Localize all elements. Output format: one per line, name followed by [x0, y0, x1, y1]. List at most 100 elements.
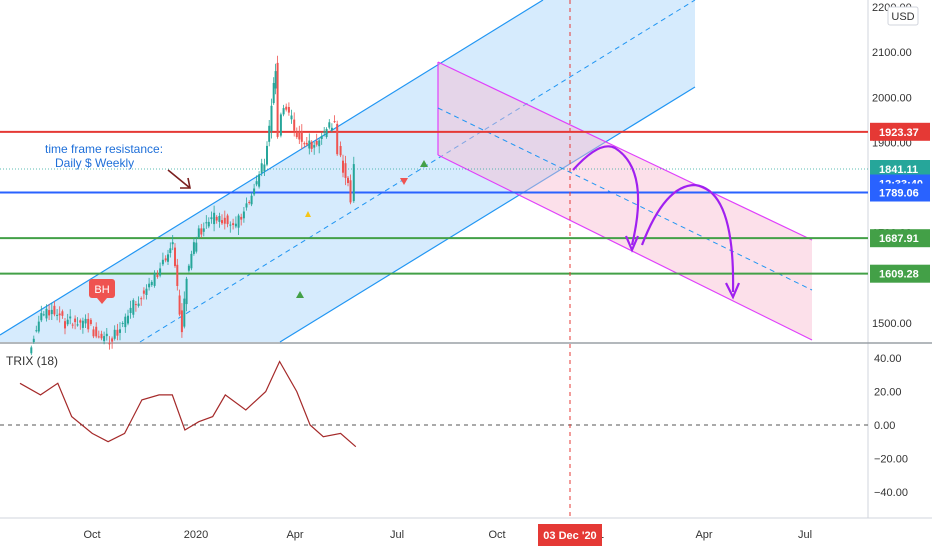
trix-axis-tick-label: 20.00: [874, 387, 902, 399]
candle-body: [89, 319, 92, 324]
price-tag-label: 1687.91: [879, 233, 919, 245]
trix-axis-tick-label: 40.00: [874, 353, 902, 365]
candle-body: [92, 329, 95, 337]
price-candles: [30, 55, 355, 356]
descending-channel-lower[interactable]: [437, 154, 813, 341]
projection-arc-1-arrowhead: [624, 235, 640, 253]
trix-axis-tick-label: −20.00: [874, 453, 908, 465]
ascending-channel[interactable]: [0, 0, 696, 343]
price-tag: [870, 264, 930, 283]
candle-body: [215, 216, 218, 221]
candle-body: [339, 146, 342, 156]
candle-body: [105, 333, 108, 337]
candle-body: [272, 83, 275, 104]
candle-body: [66, 319, 69, 325]
star-marker-icon: [305, 211, 311, 217]
candle-body: [260, 163, 263, 173]
horizontal-levels[interactable]: [0, 130, 868, 275]
time-axis-tick-label: Oct: [83, 529, 100, 541]
candle-body: [218, 216, 221, 222]
candle-body: [195, 242, 198, 252]
price-tag-label: 1789.06: [879, 188, 919, 200]
candle-body: [153, 273, 156, 286]
candle-body: [53, 305, 56, 315]
candle-body: [290, 115, 293, 120]
price-tags: 1923.371841.1112:33:401789.061687.911609…: [870, 122, 930, 283]
time-axis-tick-label: Apr: [286, 529, 303, 541]
candle-body: [303, 143, 306, 145]
candle-body: [282, 108, 285, 115]
candle-body: [121, 323, 124, 324]
bh-badge-label: BH: [94, 284, 109, 296]
candle-body: [318, 140, 321, 147]
trix-axis-tick-label: −40.00: [874, 487, 908, 499]
candle-body: [205, 222, 208, 224]
candle-body: [240, 216, 243, 220]
candle-body: [328, 122, 331, 128]
candle-body: [113, 329, 116, 339]
descending-channel-upper[interactable]: [437, 61, 813, 241]
candle-body: [150, 281, 153, 286]
candle-body: [129, 307, 132, 313]
candle-body: [100, 333, 103, 339]
ascending-channel-lower[interactable]: [279, 86, 696, 343]
candle-body: [164, 258, 167, 261]
projection-arrows[interactable]: [572, 145, 741, 300]
price-tag-label: 1923.37: [879, 127, 919, 139]
candle-body: [285, 106, 288, 110]
candle-body: [255, 181, 258, 185]
candle-body: [270, 105, 273, 132]
candle-body: [310, 141, 313, 149]
candle-body: [124, 316, 127, 328]
trix-label: TRIX (18): [6, 354, 58, 368]
time-axis-tick-label: Oct: [488, 529, 505, 541]
price-tag: [870, 122, 930, 141]
annotation-line-2[interactable]: Daily $ Weekly: [55, 156, 134, 170]
candle-body: [323, 131, 326, 133]
candle-body: [213, 212, 216, 225]
candle-body: [119, 329, 121, 333]
ascending-channel-upper[interactable]: [0, 0, 544, 336]
candle-body: [330, 127, 333, 131]
candle-body: [58, 313, 61, 316]
up-marker-icon: [420, 160, 428, 167]
bh-badge[interactable]: BH: [89, 279, 115, 304]
candle-body: [45, 308, 48, 319]
candle-body: [132, 300, 135, 315]
candle-body: [171, 242, 174, 245]
currency-button[interactable]: USD: [887, 6, 919, 26]
candle-body: [183, 298, 186, 327]
candle-body: [349, 180, 352, 203]
ascending-channel-fill: [0, 0, 695, 342]
candle-body: [140, 298, 143, 300]
price-axis-tick-label: 2100.00: [872, 47, 912, 59]
annotation-line-1[interactable]: time frame resistance:: [45, 142, 163, 156]
candle-body: [342, 160, 344, 173]
candle-body: [313, 145, 316, 148]
candle-body: [250, 195, 253, 205]
candle-body: [50, 309, 53, 315]
trix-panel[interactable]: [0, 360, 868, 448]
candle-body: [298, 131, 301, 140]
candle-body: [156, 274, 159, 277]
candle-body: [148, 283, 151, 288]
crosshair-date-label: 03 Dec '20: [543, 530, 596, 542]
candle-body: [274, 71, 277, 89]
candle-body: [187, 265, 190, 271]
candle-body: [87, 318, 90, 330]
candle-body: [287, 107, 290, 113]
projection-arc-2: [640, 183, 735, 293]
candle-body: [56, 314, 59, 316]
candle-body: [305, 142, 308, 145]
candle-body: [253, 188, 256, 195]
candle-body: [223, 217, 226, 224]
time-axis-tick-label: 2020: [184, 529, 208, 541]
candle-body: [127, 315, 129, 324]
candle-body: [336, 123, 339, 155]
candle-body: [245, 203, 248, 208]
candle-body: [192, 242, 195, 254]
candle-body: [108, 343, 111, 345]
candle-body: [315, 141, 318, 145]
candle-body: [142, 290, 145, 294]
